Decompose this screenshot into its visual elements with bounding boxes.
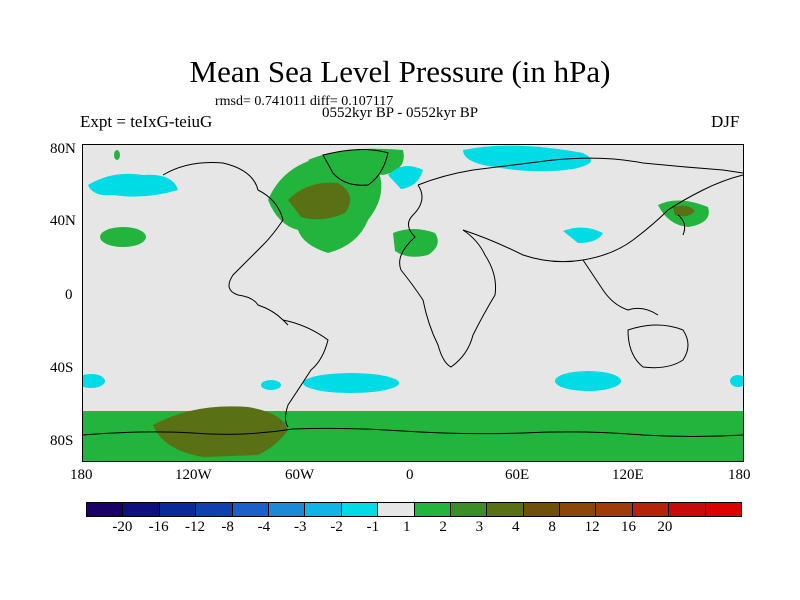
- north-america-coast: [162, 162, 289, 326]
- colorbar-label: -3: [294, 519, 307, 535]
- lon-tick-120w: 120W: [175, 467, 212, 483]
- period-label: 0552kyr BP - 0552kyr BP: [322, 105, 479, 121]
- colorbar-swatch: [450, 503, 488, 516]
- lat-tick-80n: 80N: [50, 141, 76, 157]
- colorbar-label: 8: [548, 519, 556, 535]
- plot-title: Mean Sea Level Pressure (in hPa): [189, 54, 611, 89]
- lon-tick-60e: 60E: [505, 467, 530, 483]
- lon-tick-180w: 180: [70, 467, 93, 483]
- rmsd-diff-stats: rmsd= 0.741011 diff= 0.107117: [215, 94, 394, 109]
- japan-coast: [677, 214, 686, 236]
- lon-tick-60w: 60W: [285, 467, 315, 483]
- australia-coast: [627, 324, 689, 369]
- south-pacific-anomaly-east: [730, 375, 743, 387]
- colorbar-label: -16: [148, 519, 169, 535]
- asia-coast: [462, 174, 743, 263]
- colorbar-label: 3: [475, 519, 484, 535]
- colorbar-swatch: [487, 503, 524, 516]
- lat-tick-40n: 40N: [50, 213, 76, 229]
- colorbar-swatch: [196, 503, 233, 516]
- arctic-spot-anomaly: [114, 150, 120, 160]
- colorbar-swatch: [596, 503, 633, 516]
- colorbar-swatch: [669, 503, 706, 516]
- colorbar-label: -12: [185, 519, 205, 535]
- season-label: DJF: [711, 112, 740, 131]
- colorbar-swatch: [305, 503, 342, 516]
- colorbar-label: -4: [257, 519, 271, 535]
- colorbar-swatch: [560, 503, 597, 516]
- central-asia-anomaly: [563, 227, 603, 243]
- siberia-anomaly: [463, 145, 591, 172]
- mediterranean-anomaly: [393, 229, 438, 257]
- colorbar-label: -20: [112, 519, 133, 535]
- colorbar-label: 2: [439, 519, 447, 535]
- colorbar-swatch: [232, 503, 269, 516]
- greenland-sea-anomaly: [388, 166, 423, 189]
- map-panel: [82, 144, 744, 462]
- lon-tick-0: 0: [406, 467, 414, 483]
- south-indian-anomaly: [555, 371, 621, 391]
- colorbar-label: 20: [657, 519, 673, 535]
- colorbar-label: -1: [366, 519, 380, 535]
- experiment-label: Expt = teIxG-teiuG: [80, 112, 213, 131]
- southeast-asia-coast: [582, 259, 659, 316]
- drake-passage-anomaly: [261, 380, 281, 390]
- south-atlantic-anomaly: [303, 373, 399, 393]
- pacific-core: [673, 205, 695, 217]
- colorbar-swatch: [159, 503, 197, 516]
- colorbar-label: -8: [221, 519, 234, 535]
- colorbar-swatch: [87, 503, 124, 516]
- lat-tick-80s: 80S: [50, 433, 74, 449]
- colorbar-swatch: [632, 503, 670, 516]
- alaska-anomaly: [88, 173, 178, 197]
- south-pacific-anomaly-west: [83, 374, 105, 388]
- lon-tick-120e: 120E: [612, 467, 644, 483]
- lat-tick-40s: 40S: [50, 360, 74, 376]
- colorbar-swatch: [705, 503, 742, 516]
- map-field: [83, 145, 743, 461]
- north-atlantic-core: [288, 182, 351, 220]
- lat-tick-0: 0: [65, 287, 73, 303]
- arctic-anomaly: [308, 148, 404, 177]
- colorbar-label: 12: [584, 519, 600, 535]
- colorbar-label: 1: [403, 519, 411, 535]
- colorbar-swatch: [268, 503, 306, 516]
- asia-north-coast: [417, 157, 743, 186]
- colorbar-swatch: [523, 503, 561, 516]
- colorbar-swatch: [378, 503, 415, 516]
- colorbar-label: 16: [621, 519, 636, 535]
- south-america-coast: [282, 319, 329, 428]
- colorbar-label: -2: [330, 519, 343, 535]
- colorbar: [86, 502, 742, 517]
- antarctica-coast: [83, 427, 743, 437]
- antarctic-peninsula-anomaly: [153, 406, 288, 457]
- colorbar-swatch: [123, 503, 160, 516]
- coastlines: [83, 148, 743, 437]
- greenland-coast: [322, 148, 389, 186]
- colorbar-swatch: [341, 503, 379, 516]
- north-pacific-anomaly: [100, 227, 146, 247]
- lon-tick-180e: 180: [728, 467, 751, 483]
- colorbar-swatch: [414, 503, 451, 516]
- colorbar-label: 4: [512, 519, 520, 535]
- europe-africa-coast: [399, 184, 496, 368]
